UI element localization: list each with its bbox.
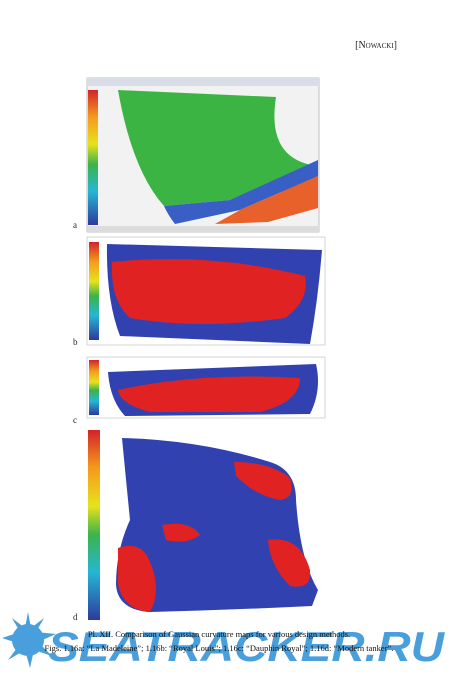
figure-b xyxy=(86,236,326,346)
caption-line: Figs. 1.16a: “La Madeleine”; 1.16b: “Roy… xyxy=(45,643,394,653)
figure-label: b xyxy=(73,337,78,347)
figure-c xyxy=(86,356,326,419)
figure-label: d xyxy=(73,612,78,622)
figure-d xyxy=(88,430,318,620)
figure-label: c xyxy=(73,415,77,425)
figure-a xyxy=(86,77,320,233)
running-head: [Nowacki] xyxy=(355,40,397,51)
figure-label: a xyxy=(73,220,77,230)
caption-line: Pl. XII. Comparison of Gaussian curvatur… xyxy=(88,629,350,639)
watermark: SEATRACKER.RU xyxy=(2,612,446,670)
watermark-text: SEATRACKER.RU xyxy=(48,623,446,670)
